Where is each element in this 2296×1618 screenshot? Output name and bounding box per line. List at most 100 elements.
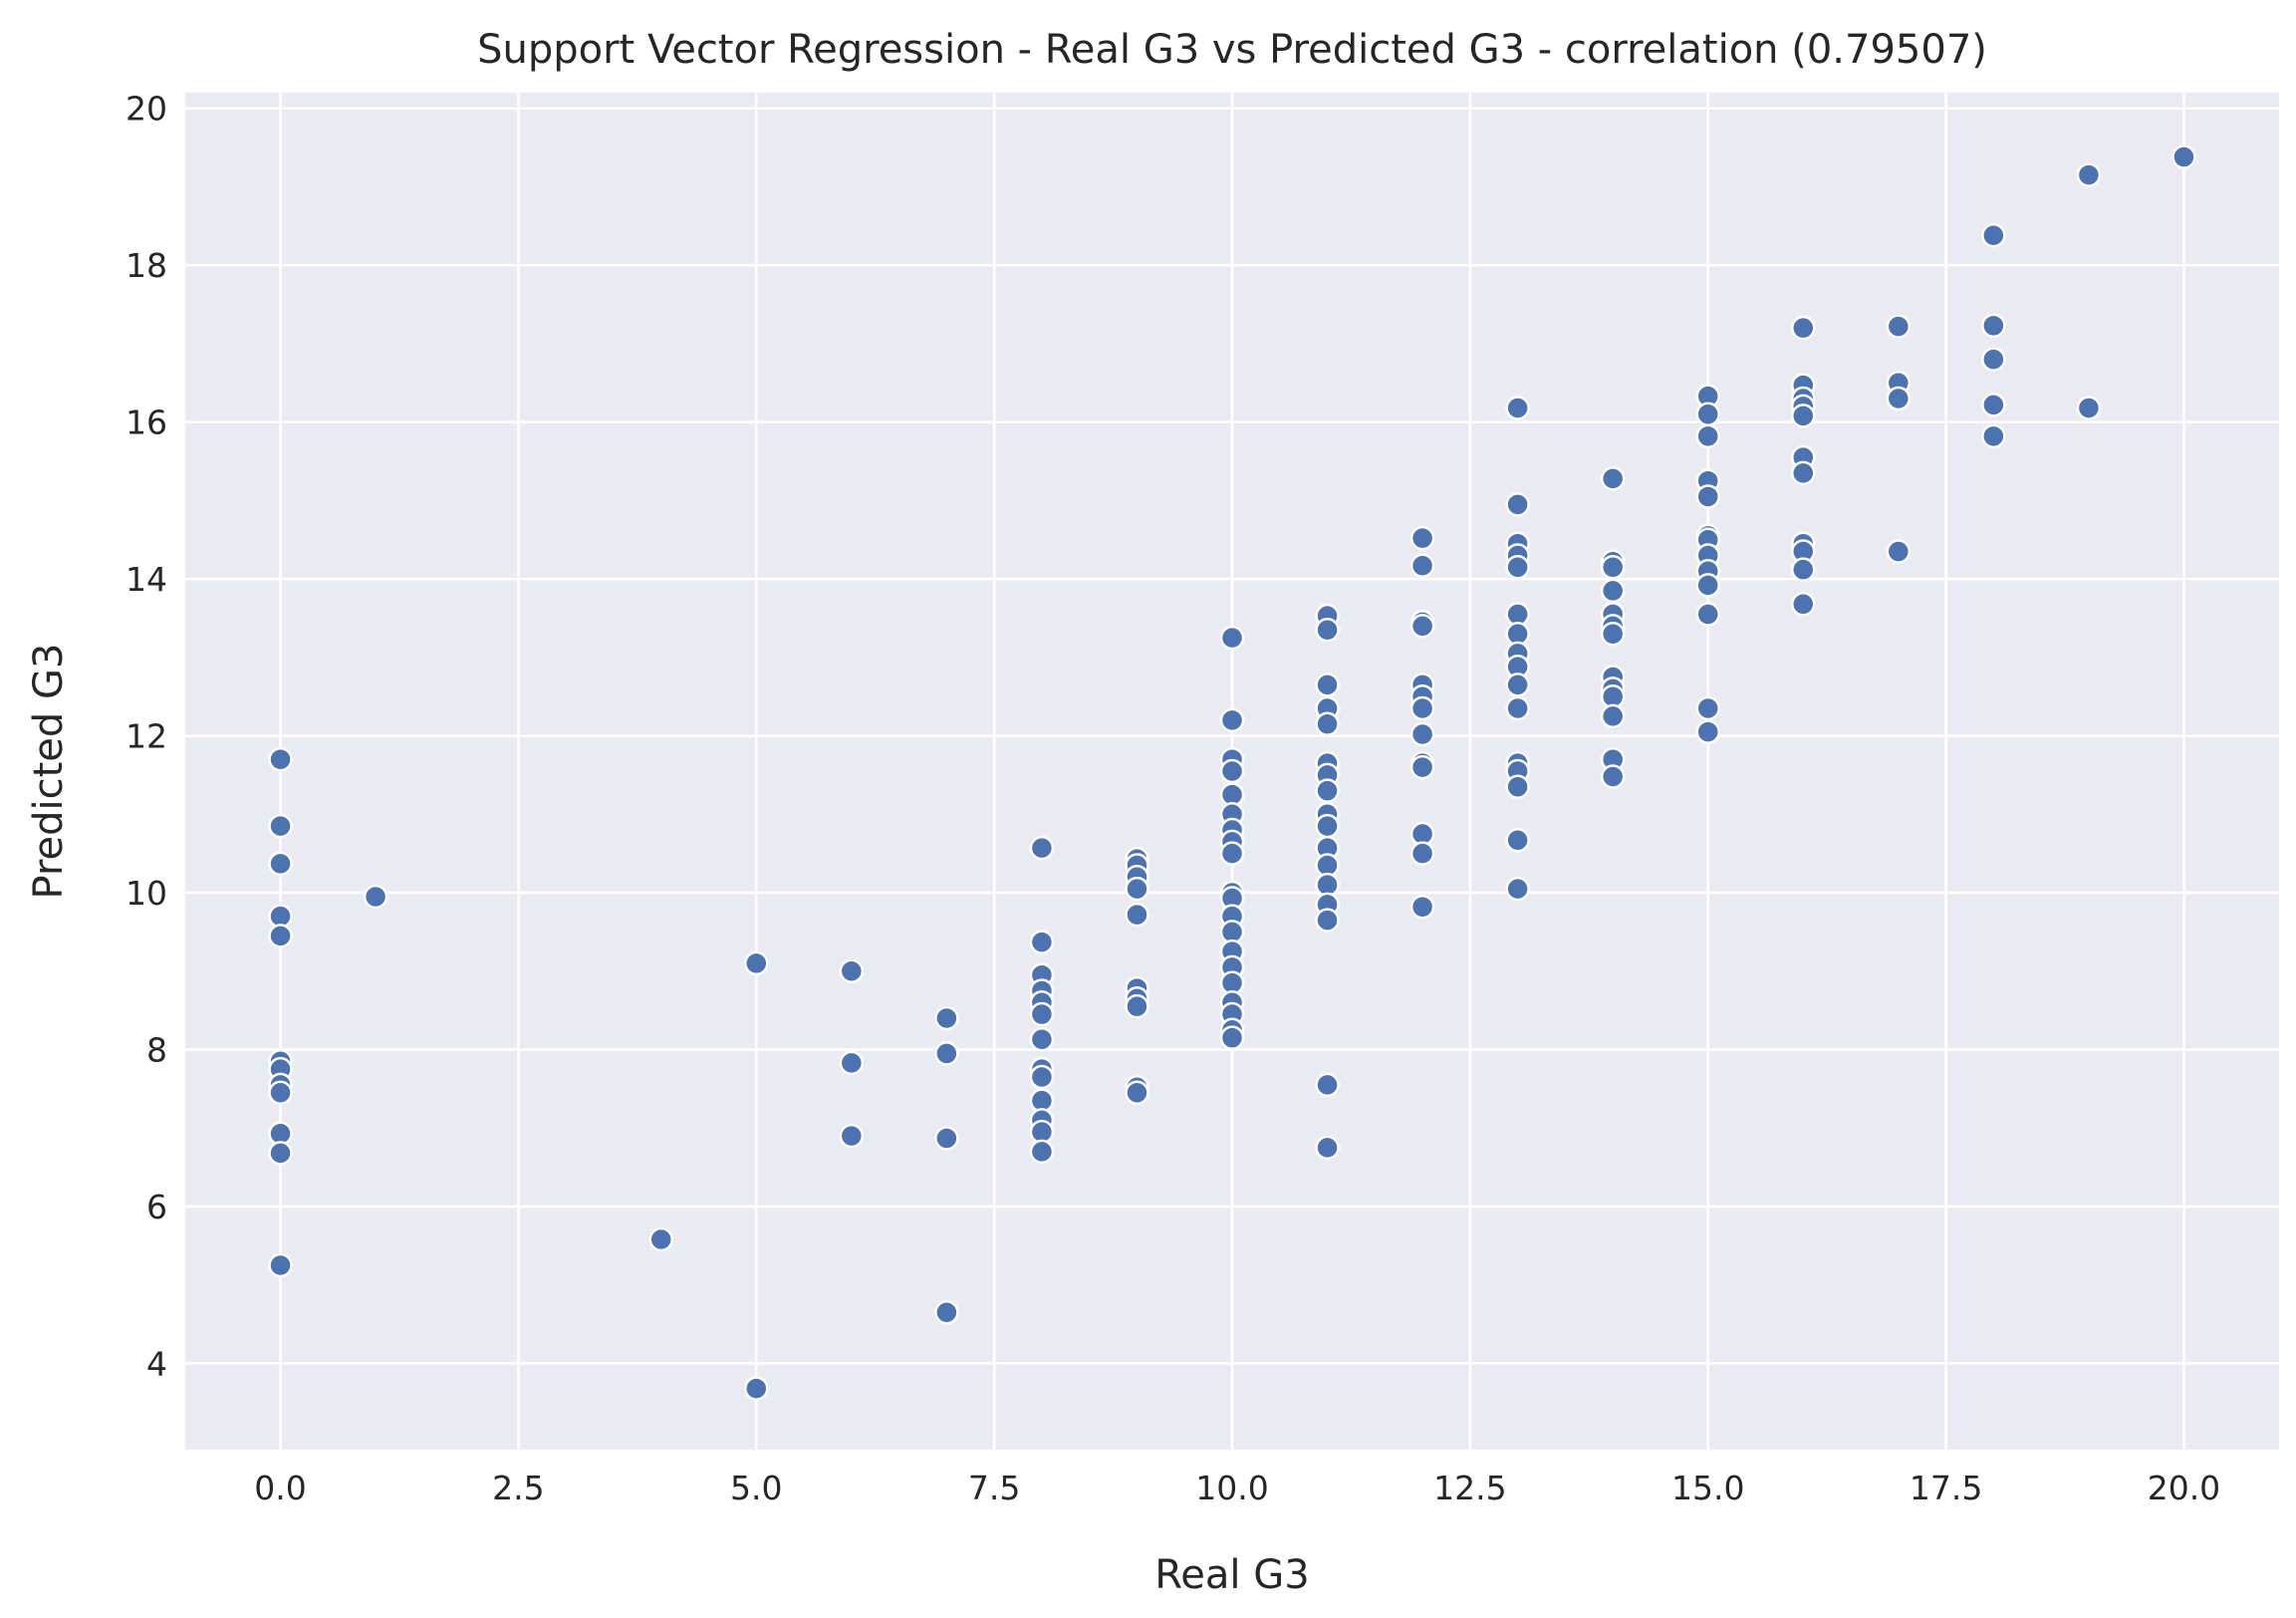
scatter-point: [1219, 1025, 1245, 1050]
scatter-point: [1125, 876, 1149, 902]
data-points: [268, 144, 2196, 1401]
scatter-point: [1505, 828, 1530, 853]
x-tick-label: 12.5: [1433, 1469, 1506, 1507]
scatter-point: [1409, 695, 1435, 721]
scatter-point: [1409, 614, 1435, 639]
scatter-point: [1981, 393, 2006, 417]
scatter-point: [1791, 592, 1816, 617]
scatter-point: [1695, 423, 1720, 449]
scatter-point: [1505, 555, 1530, 580]
scatter-point: [268, 746, 293, 772]
y-tick-label: 18: [126, 246, 167, 285]
scatter-point: [1505, 673, 1530, 697]
y-tick-label: 20: [126, 90, 167, 129]
scatter-point: [1125, 902, 1149, 928]
scatter-point: [1029, 1027, 1055, 1052]
scatter-point: [268, 851, 293, 877]
scatter-point: [1029, 1064, 1055, 1090]
y-tick-label: 10: [126, 874, 167, 913]
scatter-point: [1505, 695, 1530, 721]
x-tick-label: 17.5: [1910, 1469, 1982, 1507]
y-tick-label: 12: [126, 717, 167, 756]
scatter-point: [1981, 313, 2006, 339]
x-tick-label: 0.0: [254, 1469, 306, 1507]
scatter-point: [268, 813, 293, 839]
scatter-point: [363, 884, 388, 910]
scatter-point: [744, 950, 769, 976]
scatter-point: [744, 1376, 769, 1401]
scatter-point: [648, 1226, 673, 1252]
scatter-point: [1886, 539, 1912, 564]
scatter-point: [1600, 764, 1626, 789]
y-tick-labels: 4 6 8 10 12 14 16 18 20: [126, 90, 167, 1384]
scatter-point: [1409, 721, 1435, 747]
scatter-point: [1315, 778, 1340, 803]
scatter-point: [1695, 402, 1720, 427]
scatter-point: [1505, 492, 1530, 517]
scatter-point: [1695, 573, 1720, 598]
scatter-point: [1886, 386, 1912, 411]
scatter-point: [1219, 707, 1245, 733]
scatter-point: [1695, 602, 1720, 627]
scatter-point: [268, 1252, 293, 1278]
scatter-point: [1505, 396, 1530, 420]
scatter-point: [1981, 423, 2006, 449]
scatter-point: [1600, 621, 1626, 647]
x-tick-label: 10.0: [1195, 1469, 1268, 1507]
scatter-point: [1505, 774, 1530, 799]
scatter-point: [268, 924, 293, 948]
scatter-point: [1409, 841, 1435, 866]
scatter-point: [1219, 758, 1245, 784]
scatter-point: [1409, 894, 1435, 920]
scatter-point: [1029, 930, 1055, 954]
scatter-point: [1791, 557, 1816, 582]
scatter-point: [1315, 813, 1340, 839]
scatter-point: [1315, 1072, 1340, 1098]
chart-title: Support Vector Regression - Real G3 vs P…: [477, 27, 1987, 73]
scatter-point: [839, 1050, 865, 1076]
scatter-point: [934, 1299, 959, 1325]
scatter-point: [1125, 1080, 1149, 1106]
scatter-point: [1409, 553, 1435, 578]
scatter-point: [2171, 144, 2196, 169]
x-tick-label: 15.0: [1671, 1469, 1744, 1507]
scatter-point: [2076, 396, 2102, 420]
scatter-point: [934, 1041, 959, 1066]
scatter-point: [1409, 754, 1435, 780]
x-tick-labels: 0.0 2.5 5.0 7.5 10.0 12.5 15.0 17.5 20.0: [254, 1469, 2220, 1507]
scatter-point: [1695, 695, 1720, 721]
scatter-point: [1600, 466, 1626, 491]
scatter-point: [1315, 618, 1340, 643]
y-tick-label: 16: [126, 404, 167, 442]
scatter-point: [1695, 719, 1720, 744]
x-tick-label: 2.5: [492, 1469, 544, 1507]
x-tick-label: 20.0: [2148, 1469, 2220, 1507]
scatter-point: [1600, 555, 1626, 580]
scatter-point: [1315, 673, 1340, 697]
scatter-point: [1029, 835, 1055, 861]
scatter-point: [1315, 1135, 1340, 1161]
scatter-point: [1219, 625, 1245, 651]
scatter-point: [1315, 908, 1340, 933]
scatter-point: [2076, 162, 2102, 187]
scatter-point: [839, 958, 865, 984]
y-axis-label: Predicted G3: [26, 644, 72, 900]
y-tick-label: 4: [146, 1344, 167, 1383]
gridlines: [185, 93, 2279, 1450]
scatter-point: [934, 1126, 959, 1151]
scatter-point: [934, 1005, 959, 1031]
scatter-point: [1219, 841, 1245, 866]
scatter-point: [1695, 484, 1720, 509]
scatter-point: [1029, 1139, 1055, 1165]
scatter-point: [1125, 993, 1149, 1019]
y-tick-label: 14: [126, 560, 167, 599]
y-tick-label: 8: [146, 1030, 167, 1069]
scatter-point: [1791, 460, 1816, 486]
scatter-point: [1791, 404, 1816, 428]
scatter-point: [1315, 711, 1340, 737]
scatter-point: [268, 1141, 293, 1166]
scatter-point: [1600, 703, 1626, 729]
x-tick-label: 5.0: [730, 1469, 782, 1507]
scatter-point: [268, 1080, 293, 1106]
